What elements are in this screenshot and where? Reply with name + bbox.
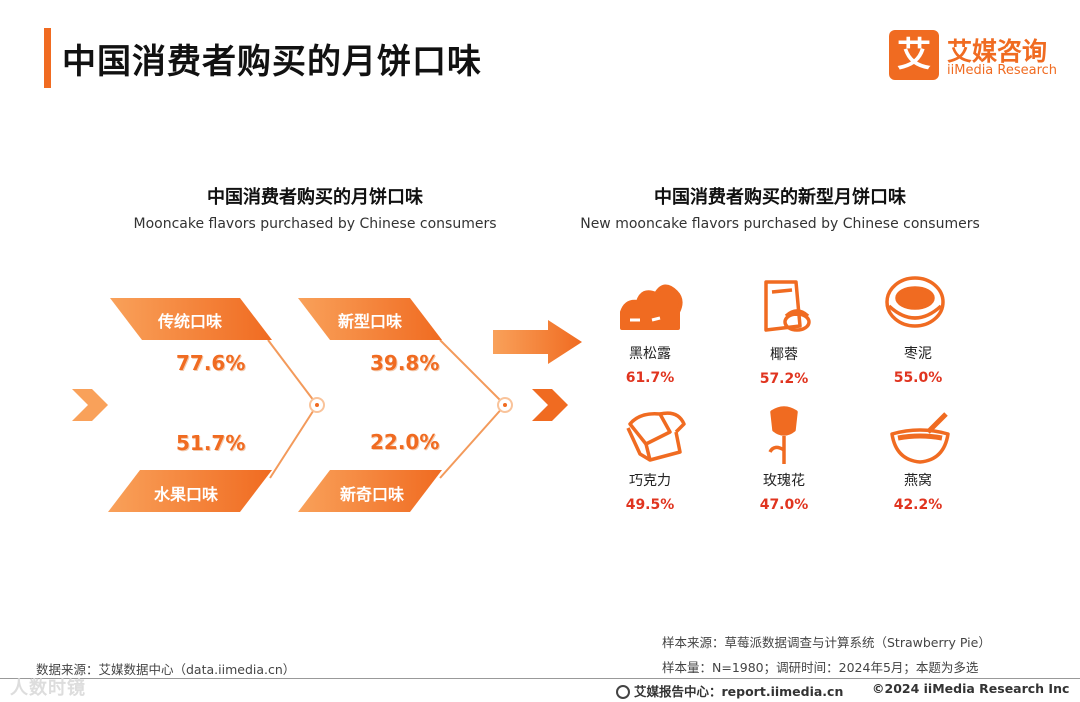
right-chart-subtitle: New mooncake flavors purchased by Chines… bbox=[580, 216, 980, 232]
truffle-icon bbox=[620, 284, 683, 330]
value-fruit: 51.7% bbox=[176, 431, 246, 455]
value-novelty: 22.0% bbox=[370, 430, 440, 454]
footer-divider bbox=[0, 678, 1080, 679]
report-center: 艾媒报告中心：report.iimedia.cn bbox=[616, 681, 843, 700]
flavor-name: 玫瑰花 bbox=[763, 473, 805, 489]
fishbone-head bbox=[532, 389, 568, 421]
rose-icon bbox=[768, 406, 798, 464]
bone-novelty bbox=[439, 404, 506, 479]
flavor-name: 椰蓉 bbox=[770, 347, 798, 363]
flavor-value: 55.0% bbox=[893, 370, 943, 386]
sample-info: 样本量：N=1980；调研时间：2024年5月；本题为多选 bbox=[662, 660, 979, 675]
page-title: 中国消费者购买的月饼口味 bbox=[62, 42, 482, 82]
title-accent-bar bbox=[44, 28, 51, 88]
logo-mark: 艾 bbox=[889, 30, 939, 80]
value-new: 39.8% bbox=[370, 351, 440, 375]
value-traditional: 77.6% bbox=[176, 351, 246, 375]
category-label-new: 新型口味 bbox=[337, 312, 402, 331]
birds-nest-icon bbox=[890, 412, 950, 464]
bone-traditional bbox=[267, 339, 318, 406]
coconut-icon bbox=[764, 280, 811, 332]
fishbone-tail bbox=[72, 389, 108, 421]
flavor-value: 42.2% bbox=[893, 497, 943, 513]
flavor-name: 枣泥 bbox=[904, 346, 932, 362]
banner-novelty bbox=[298, 470, 442, 512]
brand-logo: 艾 艾媒咨询 iiMedia Research bbox=[889, 30, 1059, 82]
category-label-novelty: 新奇口味 bbox=[339, 485, 404, 504]
globe-icon bbox=[616, 685, 630, 699]
date-paste-icon bbox=[885, 276, 945, 328]
logo-en-text: iiMedia Research bbox=[947, 63, 1058, 78]
flavor-value: 49.5% bbox=[625, 497, 675, 513]
copyright: ©2024 iiMedia Research Inc bbox=[872, 681, 1070, 696]
transition-arrow bbox=[493, 320, 582, 364]
banner-traditional bbox=[110, 298, 272, 340]
flavor-name: 燕窝 bbox=[904, 473, 932, 489]
data-source: 数据来源：艾媒数据中心（data.iimedia.cn） bbox=[36, 662, 296, 677]
bone-fruit bbox=[269, 404, 318, 479]
banner-fruit bbox=[108, 470, 272, 512]
report-center-text: 艾媒报告中心：report.iimedia.cn bbox=[634, 684, 844, 699]
sample-source: 样本来源：草莓派数据调查与计算系统（Strawberry Pie） bbox=[662, 635, 991, 650]
flavor-value: 61.7% bbox=[625, 370, 675, 386]
flavor-value: 57.2% bbox=[759, 371, 809, 387]
logo-cn-text: 艾媒咨询 bbox=[947, 37, 1048, 66]
watermark: 人数时镜 bbox=[10, 678, 86, 699]
left-chart-subtitle: Mooncake flavors purchased by Chinese co… bbox=[133, 216, 497, 232]
right-chart-title: 中国消费者购买的新型月饼口味 bbox=[654, 187, 906, 208]
flavor-name: 巧克力 bbox=[629, 473, 671, 489]
category-label-fruit: 水果口味 bbox=[153, 485, 218, 504]
banner-new bbox=[298, 298, 442, 340]
bone-new bbox=[439, 339, 506, 406]
left-chart-title: 中国消费者购买的月饼口味 bbox=[207, 187, 423, 208]
flavor-value: 47.0% bbox=[759, 497, 809, 513]
chocolate-icon bbox=[626, 411, 686, 462]
category-label-traditional: 传统口味 bbox=[157, 312, 222, 331]
flavor-name: 黑松露 bbox=[629, 346, 671, 362]
